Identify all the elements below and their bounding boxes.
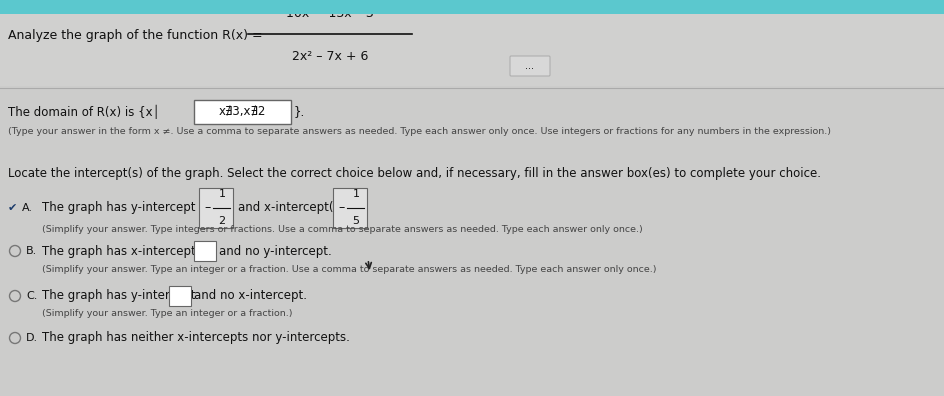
Text: 2: 2 — [218, 216, 226, 226]
Text: (Simplify your answer. Type an integer or a fraction.): (Simplify your answer. Type an integer o… — [42, 310, 293, 318]
Bar — [0, 0, 944, 14]
Text: –: – — [338, 202, 344, 215]
Text: The graph has y-intercept: The graph has y-intercept — [42, 289, 195, 303]
Text: The graph has y-intercept: The graph has y-intercept — [42, 202, 195, 215]
FancyBboxPatch shape — [199, 188, 233, 228]
FancyBboxPatch shape — [194, 100, 291, 124]
Text: 10x² – 13x – 3: 10x² – 13x – 3 — [286, 7, 374, 20]
Text: The graph has x-intercept(s): The graph has x-intercept(s) — [42, 244, 211, 257]
Text: A.: A. — [22, 203, 33, 213]
Text: The domain of R(x) is {x│: The domain of R(x) is {x│ — [8, 105, 160, 119]
Text: 1: 1 — [218, 189, 226, 199]
Text: 2x² – 7x + 6: 2x² – 7x + 6 — [292, 50, 368, 63]
Text: C.: C. — [26, 291, 38, 301]
Text: (Type your answer in the form x ≠. Use a comma to separate answers as needed. Ty: (Type your answer in the form x ≠. Use a… — [8, 128, 830, 137]
Text: and no y-intercept.: and no y-intercept. — [219, 244, 331, 257]
Text: ...: ... — [525, 61, 534, 71]
Text: –: – — [204, 202, 210, 215]
Text: 5: 5 — [352, 216, 359, 226]
Text: Locate the intercept(s) of the graph. Select the correct choice below and, if ne: Locate the intercept(s) of the graph. Se… — [8, 168, 820, 181]
Text: and no x-intercept.: and no x-intercept. — [194, 289, 307, 303]
FancyBboxPatch shape — [194, 241, 216, 261]
Text: ✔: ✔ — [8, 203, 17, 213]
FancyBboxPatch shape — [332, 188, 366, 228]
Text: 1: 1 — [352, 189, 359, 199]
Text: (Simplify your answer. Type an integer or a fraction. Use a comma to separate an: (Simplify your answer. Type an integer o… — [42, 265, 656, 274]
FancyBboxPatch shape — [169, 286, 191, 306]
Text: B.: B. — [26, 246, 37, 256]
Text: Analyze the graph of the function R(x) =: Analyze the graph of the function R(x) = — [8, 29, 262, 42]
Text: The graph has neither x-intercepts nor y-intercepts.: The graph has neither x-intercepts nor y… — [42, 331, 349, 345]
Text: D.: D. — [26, 333, 38, 343]
Text: }.: }. — [294, 105, 305, 118]
Bar — [0, 14, 944, 86]
Text: (Simplify your answer. Type integers or fractions. Use a comma to separate answe: (Simplify your answer. Type integers or … — [42, 225, 642, 234]
FancyBboxPatch shape — [510, 56, 549, 76]
Text: x∄3,x∄2: x∄3,x∄2 — [219, 105, 266, 118]
Text: and x-intercept(s): and x-intercept(s) — [238, 202, 344, 215]
